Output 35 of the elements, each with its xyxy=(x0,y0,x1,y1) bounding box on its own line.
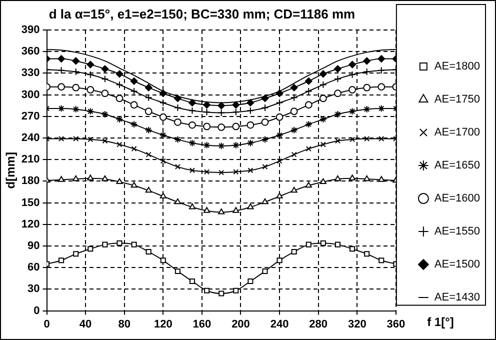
y-axis-title: d[mm] xyxy=(4,152,18,189)
y-tick-label: 300 xyxy=(21,88,40,101)
x-tick-label: 320 xyxy=(348,318,366,330)
y-tick-label: 30 xyxy=(28,283,40,296)
y-tick-label: 0 xyxy=(34,304,40,317)
y-tick-label: 60 xyxy=(28,262,40,274)
legend-label: AE=1600 xyxy=(434,192,480,205)
x-tick-label: 240 xyxy=(270,318,289,330)
y-tick-label: 210 xyxy=(21,154,40,166)
y-tick-label: 180 xyxy=(21,175,40,188)
x-tick-label: 160 xyxy=(192,318,212,330)
x-tick-label: 40 xyxy=(79,318,92,330)
y-tick-label: 120 xyxy=(21,218,40,230)
x-tick-label: 120 xyxy=(154,318,172,330)
y-tick-label: 390 xyxy=(21,24,40,36)
x-tick-label: 360 xyxy=(386,318,406,330)
legend-label: AE=1430 xyxy=(434,292,480,304)
x-tick-label: 80 xyxy=(118,318,130,330)
y-tick-label: 240 xyxy=(21,132,40,144)
x-axis-title: f 1[°] xyxy=(427,315,454,330)
legend-label: AE=1550 xyxy=(434,226,480,238)
y-tick-label: 150 xyxy=(21,196,40,209)
legend-label: AE=1700 xyxy=(434,126,480,139)
y-tick-label: 270 xyxy=(21,110,40,122)
y-tick-label: 360 xyxy=(21,46,40,58)
y-tick-label: 90 xyxy=(28,240,40,252)
legend-label: AE=1500 xyxy=(434,258,480,271)
legend-label: AE=1800 xyxy=(434,60,480,73)
legend-label: AE=1650 xyxy=(434,160,480,172)
y-tick-label: 330 xyxy=(21,67,40,80)
x-tick-label: 280 xyxy=(309,318,328,330)
x-tick-label: 200 xyxy=(232,318,250,330)
legend-label: AE=1750 xyxy=(434,94,480,106)
chart-title: d la α=15°, e1=e2=150; BC=330 mm; CD=1186 mm xyxy=(48,6,356,22)
x-tick-label: 0 xyxy=(44,318,50,330)
